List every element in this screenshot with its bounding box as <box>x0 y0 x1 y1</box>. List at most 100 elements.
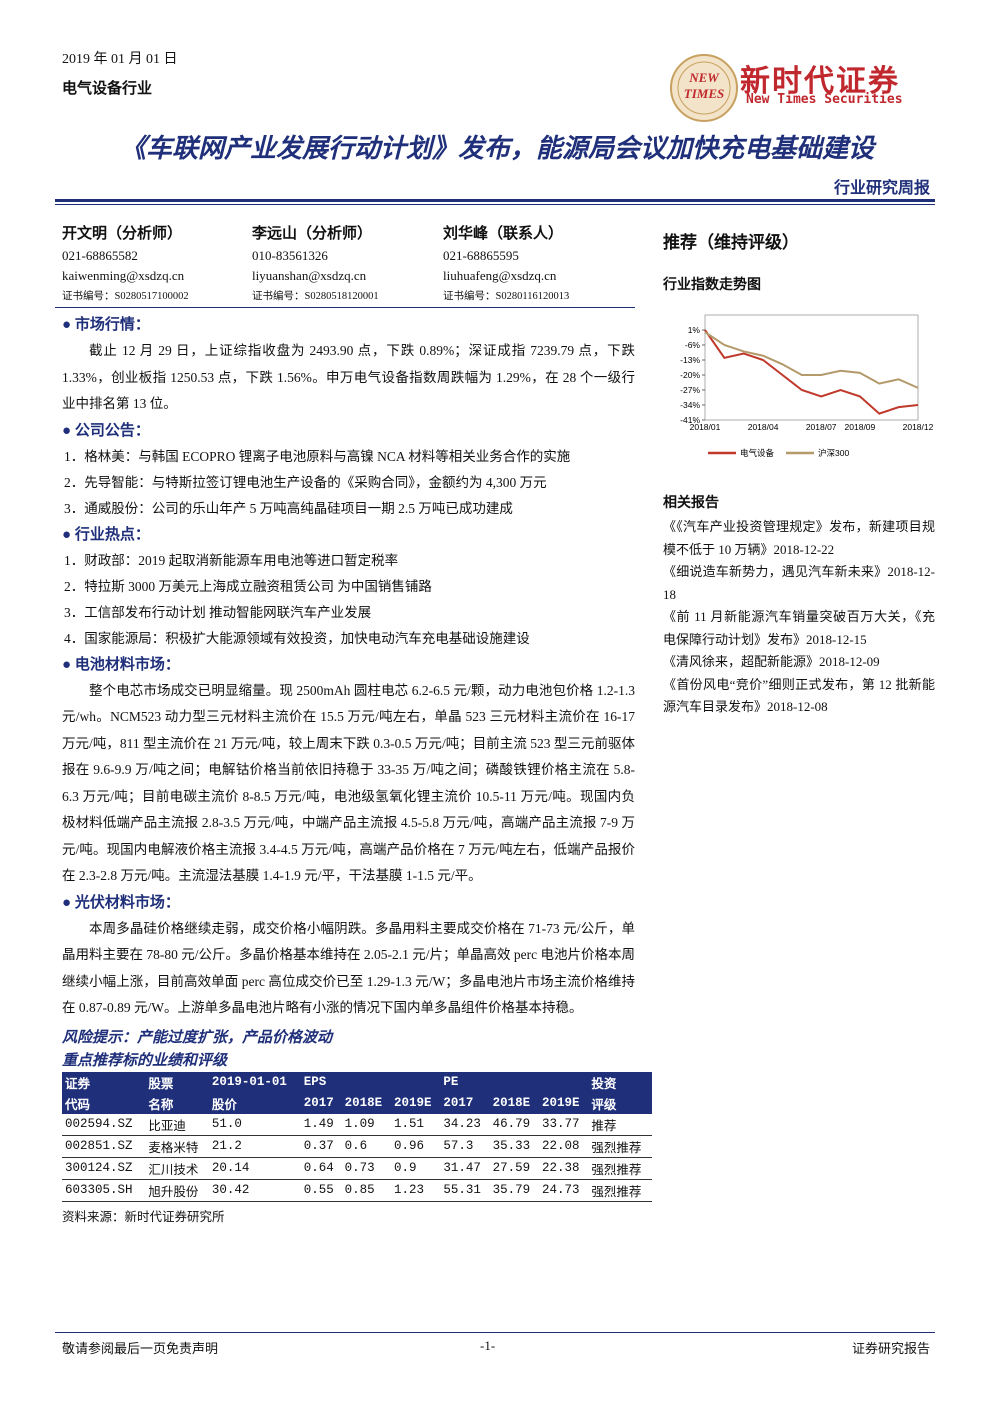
section-heading: 行业热点： <box>62 522 635 548</box>
table-cell: 21.2 <box>208 1135 301 1158</box>
analyst-phone: 021-68865595 <box>443 248 519 263</box>
rule <box>55 199 935 202</box>
industry: 电气设备行业 <box>62 81 153 97</box>
table-cell: 22.08 <box>539 1135 589 1158</box>
table-header-cell: 2019E <box>390 1092 441 1114</box>
table-row: 002594.SZ 比亚迪 51.0 1.49 1.09 1.51 34.23 46.79 33… <box>62 1113 652 1136</box>
related-item: 《细说造车新势力，遇见汽车新未来》2018-12-18 <box>663 564 935 602</box>
section-heading: 公司公告： <box>62 418 635 444</box>
section-heading: 电池材料市场： <box>62 652 635 678</box>
table-row: 300124.SZ 汇川技术 20.14 0.64 0.73 0.9 31.47 27.59 2… <box>62 1157 652 1180</box>
table-cell: 46.79 <box>489 1113 540 1136</box>
related-title: 相关报告 <box>663 496 719 511</box>
chart: 1% -6% -13% -20% -27% -34% -41%2018/01 2018/04 2… <box>680 314 934 458</box>
table-header-cell: 2018E <box>341 1092 391 1114</box>
table-header-cell: 投资 <box>588 1071 652 1093</box>
section-heading: 市场行情： <box>62 312 635 338</box>
table-cell: 31.47 <box>440 1157 490 1180</box>
x-tick-label: 2018/04 <box>748 422 779 432</box>
footer-right: 证券研究报告 <box>851 1341 930 1356</box>
footer-left: 敬请参阅最后一页免责声明 <box>62 1341 219 1356</box>
logo-name: 新时代证券 <box>740 65 900 98</box>
table: 证券 股票 2019-01-01 EPS PE 投资 代码 名称 股价 2017 2018E 2019… <box>62 1071 652 1202</box>
y-tick-label: -13% <box>680 355 700 365</box>
analyst-cert: 证书编号：S0280518120001 <box>252 291 379 302</box>
table-cell: 0.55 <box>300 1179 342 1202</box>
y-tick-label: -27% <box>680 385 700 395</box>
x-tick-label: 2018/12 <box>903 422 934 432</box>
paragraph: 本周多晶硅价格继续走弱，成交价格小幅阴跌。多晶用料主要成交价格在 71-73 元… <box>62 920 635 1016</box>
related-list: 《《汽车产业投资管理规定》发布，新建项目规模不低于 10 万辆》2018-12-… <box>663 516 935 719</box>
table-cell: 55.31 <box>440 1179 490 1202</box>
table-cell: 强烈推荐 <box>588 1157 652 1180</box>
table-cell: 0.96 <box>390 1135 441 1158</box>
table-cell: 603305.SH <box>62 1179 146 1202</box>
series-line <box>704 329 919 415</box>
related-item: 《首份风电“竞价”细则正式发布，第 12 批新能源汽车目录发布》2018-12-… <box>663 676 935 715</box>
analyst: 刘华峰（联系人） 021-68865595 liuhuafeng@xsdzq.cn 证… <box>443 222 633 306</box>
section-item: 2．特拉斯 3000 万美元上海成立融资租赁公司 为中国销售铺路 <box>64 578 432 594</box>
chart-title: 行业指数走势图 <box>663 278 761 293</box>
paragraph: 截止 12 月 29 日，上证综指收盘为 2493.90 点，下跌 0.89%；… <box>62 343 635 411</box>
logo-badge-text: NEW <box>688 70 720 85</box>
table-cell: 比亚迪 <box>145 1113 209 1136</box>
section-item: 3．通威股份：公司的乐山年产 5 万吨高纯晶硅项目一期 2.5 万吨已成功建成 <box>64 500 513 516</box>
analyst-cert: 证书编号：S0280517100002 <box>62 291 189 302</box>
section-item: 3．工信部发布行动计划 推动智能网联汽车产业发展 <box>64 604 372 620</box>
analyst-email: liuhuafeng@xsdzq.cn <box>443 268 557 283</box>
analyst-email: kaiwenming@xsdzq.cn <box>62 268 185 283</box>
rule <box>55 1332 935 1333</box>
table-header-cell: 2017 <box>440 1092 490 1114</box>
section-item: 1．格林美：与韩国 ECOPRO 锂离子电池原料与高镍 NCA 材料等相关业务合… <box>64 448 571 464</box>
page-number: -1- <box>480 1338 496 1353</box>
table-cell: 麦格米特 <box>145 1135 209 1158</box>
table-cell: 1.51 <box>390 1113 441 1136</box>
legend-label: 电气设备 <box>740 448 775 458</box>
rule <box>55 307 635 308</box>
table-cell: 27.59 <box>489 1157 540 1180</box>
y-tick-label: -41% <box>680 415 700 425</box>
logo-badge-text: TIMES <box>684 86 724 101</box>
analyst-phone: 021-68865582 <box>62 248 138 263</box>
table-cell: 1.09 <box>341 1113 391 1136</box>
table-cell: 24.73 <box>539 1179 589 1202</box>
table-cell: 0.85 <box>341 1179 391 1202</box>
table-cell: 51.0 <box>208 1113 301 1136</box>
report-title: 《车联网产业发展行动计划》发布，能源局会议加快充电基础建设 <box>119 134 874 163</box>
section-item: 4．国家能源局：积极扩大能源领域有效投资，加快电动汽车充电基础设施建设 <box>64 630 530 646</box>
table-source: 资料来源：新时代证券研究所 <box>62 1209 225 1224</box>
paragraph: 整个电芯市场成交已明显缩量。现 2500mAh 圆柱电芯 6.2-6.5 元/颗… <box>62 682 635 884</box>
table-header-cell: 名称 <box>145 1092 209 1114</box>
analyst-name: 李远山（分析师） <box>252 226 373 242</box>
table-cell: 1.23 <box>390 1179 441 1202</box>
table-row: 002851.SZ 麦格米特 21.2 0.37 0.6 0.96 57.3 35.33 22.… <box>62 1135 652 1158</box>
table-cell: 33.77 <box>539 1113 589 1136</box>
table-cell: 强烈推荐 <box>588 1179 652 1202</box>
rule <box>55 204 935 205</box>
y-tick-label: 1% <box>688 325 701 335</box>
table-cell: 35.33 <box>489 1135 540 1158</box>
section-item: 2．先导智能：与特斯拉签订锂电池生产设备的《采购合同》，金额约为 4,300 万… <box>64 474 547 490</box>
analyst-email: liyuanshan@xsdzq.cn <box>252 268 367 283</box>
table-cell: 0.9 <box>390 1157 441 1180</box>
table-header-cell: 股票 <box>145 1071 209 1093</box>
related-item: 《《汽车产业投资管理规定》发布，新建项目规模不低于 10 万辆》2018-12-… <box>663 519 935 557</box>
analyst-name: 刘华峰（联系人） <box>443 226 564 242</box>
x-tick-label: 2018/09 <box>845 422 876 432</box>
section-heading: 光伏材料市场： <box>62 890 635 916</box>
table-header-row: 证券 股票 2019-01-01 EPS PE 投资 <box>62 1071 652 1093</box>
table-cell: 0.6 <box>341 1135 391 1158</box>
analyst: 李远山（分析师） 010-83561326 liyuanshan@xsdzq.cn 证… <box>252 222 442 306</box>
table-header-cell: 2019-01-01 <box>208 1071 301 1093</box>
related-item: 《前 11 月新能源汽车销量突破百万大关，《充电保障行动计划》发布》2018-1… <box>663 609 935 647</box>
table-cell: 30.42 <box>208 1179 301 1202</box>
table-cell: 1.49 <box>300 1113 342 1136</box>
table-header-cell: 2019E <box>539 1092 589 1114</box>
legend-label: 沪深300 <box>818 448 849 458</box>
table-header-cell: 代码 <box>62 1092 146 1114</box>
y-tick-label: -34% <box>680 400 700 410</box>
report-type: 行业研究周报 <box>833 180 930 197</box>
table-header-row: 代码 名称 股价 2017 2018E 2019E 2017 2018E 2019E 评级 <box>62 1092 652 1114</box>
table-row: 603305.SH 旭升股份 30.42 0.55 0.85 1.23 55.31 35.79… <box>62 1179 652 1202</box>
